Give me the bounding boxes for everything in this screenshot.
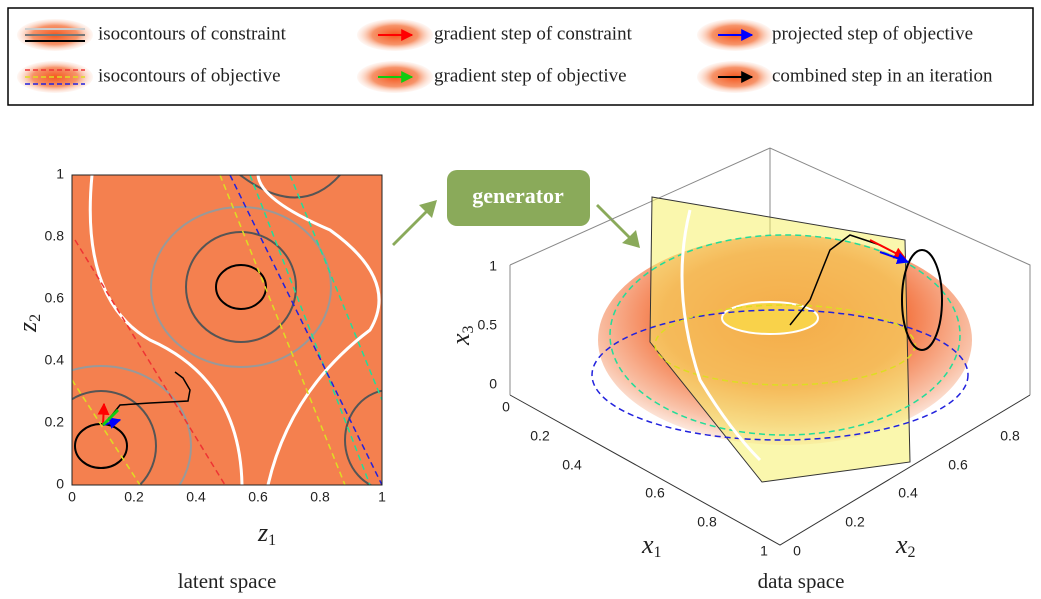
legend-label: isocontours of constraint	[98, 23, 287, 44]
x3-tick-label: 1	[489, 258, 497, 274]
y-tick-label: 0.6	[45, 290, 65, 306]
legend-label: combined step in an iteration	[772, 65, 993, 86]
x-tick-label: 0.2	[124, 489, 144, 505]
legend-label: projected step of objective	[772, 23, 973, 44]
x3-tick-label: 0.5	[478, 317, 498, 333]
y-tick-label: 0.2	[45, 414, 65, 430]
y-tick-label: 0.4	[45, 352, 65, 368]
x2-tick-label: 0	[793, 543, 801, 559]
y-tick-label: 1	[56, 166, 64, 182]
generator-label: generator	[472, 183, 564, 208]
legend-label: gradient step of constraint	[434, 23, 633, 44]
legend-label: gradient step of objective	[434, 65, 627, 86]
legend-label: isocontours of objective	[98, 65, 281, 86]
x-tick-label: 1	[378, 489, 386, 505]
x3-label: x3	[446, 325, 477, 346]
x3-tick-label: 0	[489, 376, 497, 392]
x2-label: x2	[895, 530, 916, 561]
figure: isocontours of constraint gradient step …	[0, 0, 1041, 599]
x2-tick-label: 0.8	[1000, 428, 1020, 444]
x-tick-label: 0.6	[248, 489, 268, 505]
x2-tick-label: 0.4	[898, 485, 918, 501]
x1-tick-label: 0.4	[562, 457, 582, 473]
x1-tick-label: 1	[760, 543, 768, 559]
x1-tick-label: 0.6	[645, 485, 665, 501]
x1-label: x1	[641, 530, 662, 561]
x1-tick-label: 0.8	[697, 514, 717, 530]
y-label: z2	[13, 314, 44, 333]
x2-tick-label: 0.6	[948, 457, 968, 473]
y-tick-label: 0	[56, 476, 64, 492]
x1-tick-label: 0	[502, 399, 510, 415]
x-label: z1	[257, 518, 276, 549]
caption: data space	[758, 569, 845, 593]
latent-plot	[11, 175, 435, 526]
x-tick-label: 0	[68, 489, 76, 505]
caption: latent space	[178, 569, 277, 593]
x1-tick-label: 0.2	[530, 428, 550, 444]
x-tick-label: 0.4	[186, 489, 206, 505]
generator: generator	[392, 170, 640, 248]
y-tick-label: 0.8	[45, 228, 65, 244]
x-tick-label: 0.8	[310, 489, 330, 505]
x2-tick-label: 0.2	[845, 514, 865, 530]
